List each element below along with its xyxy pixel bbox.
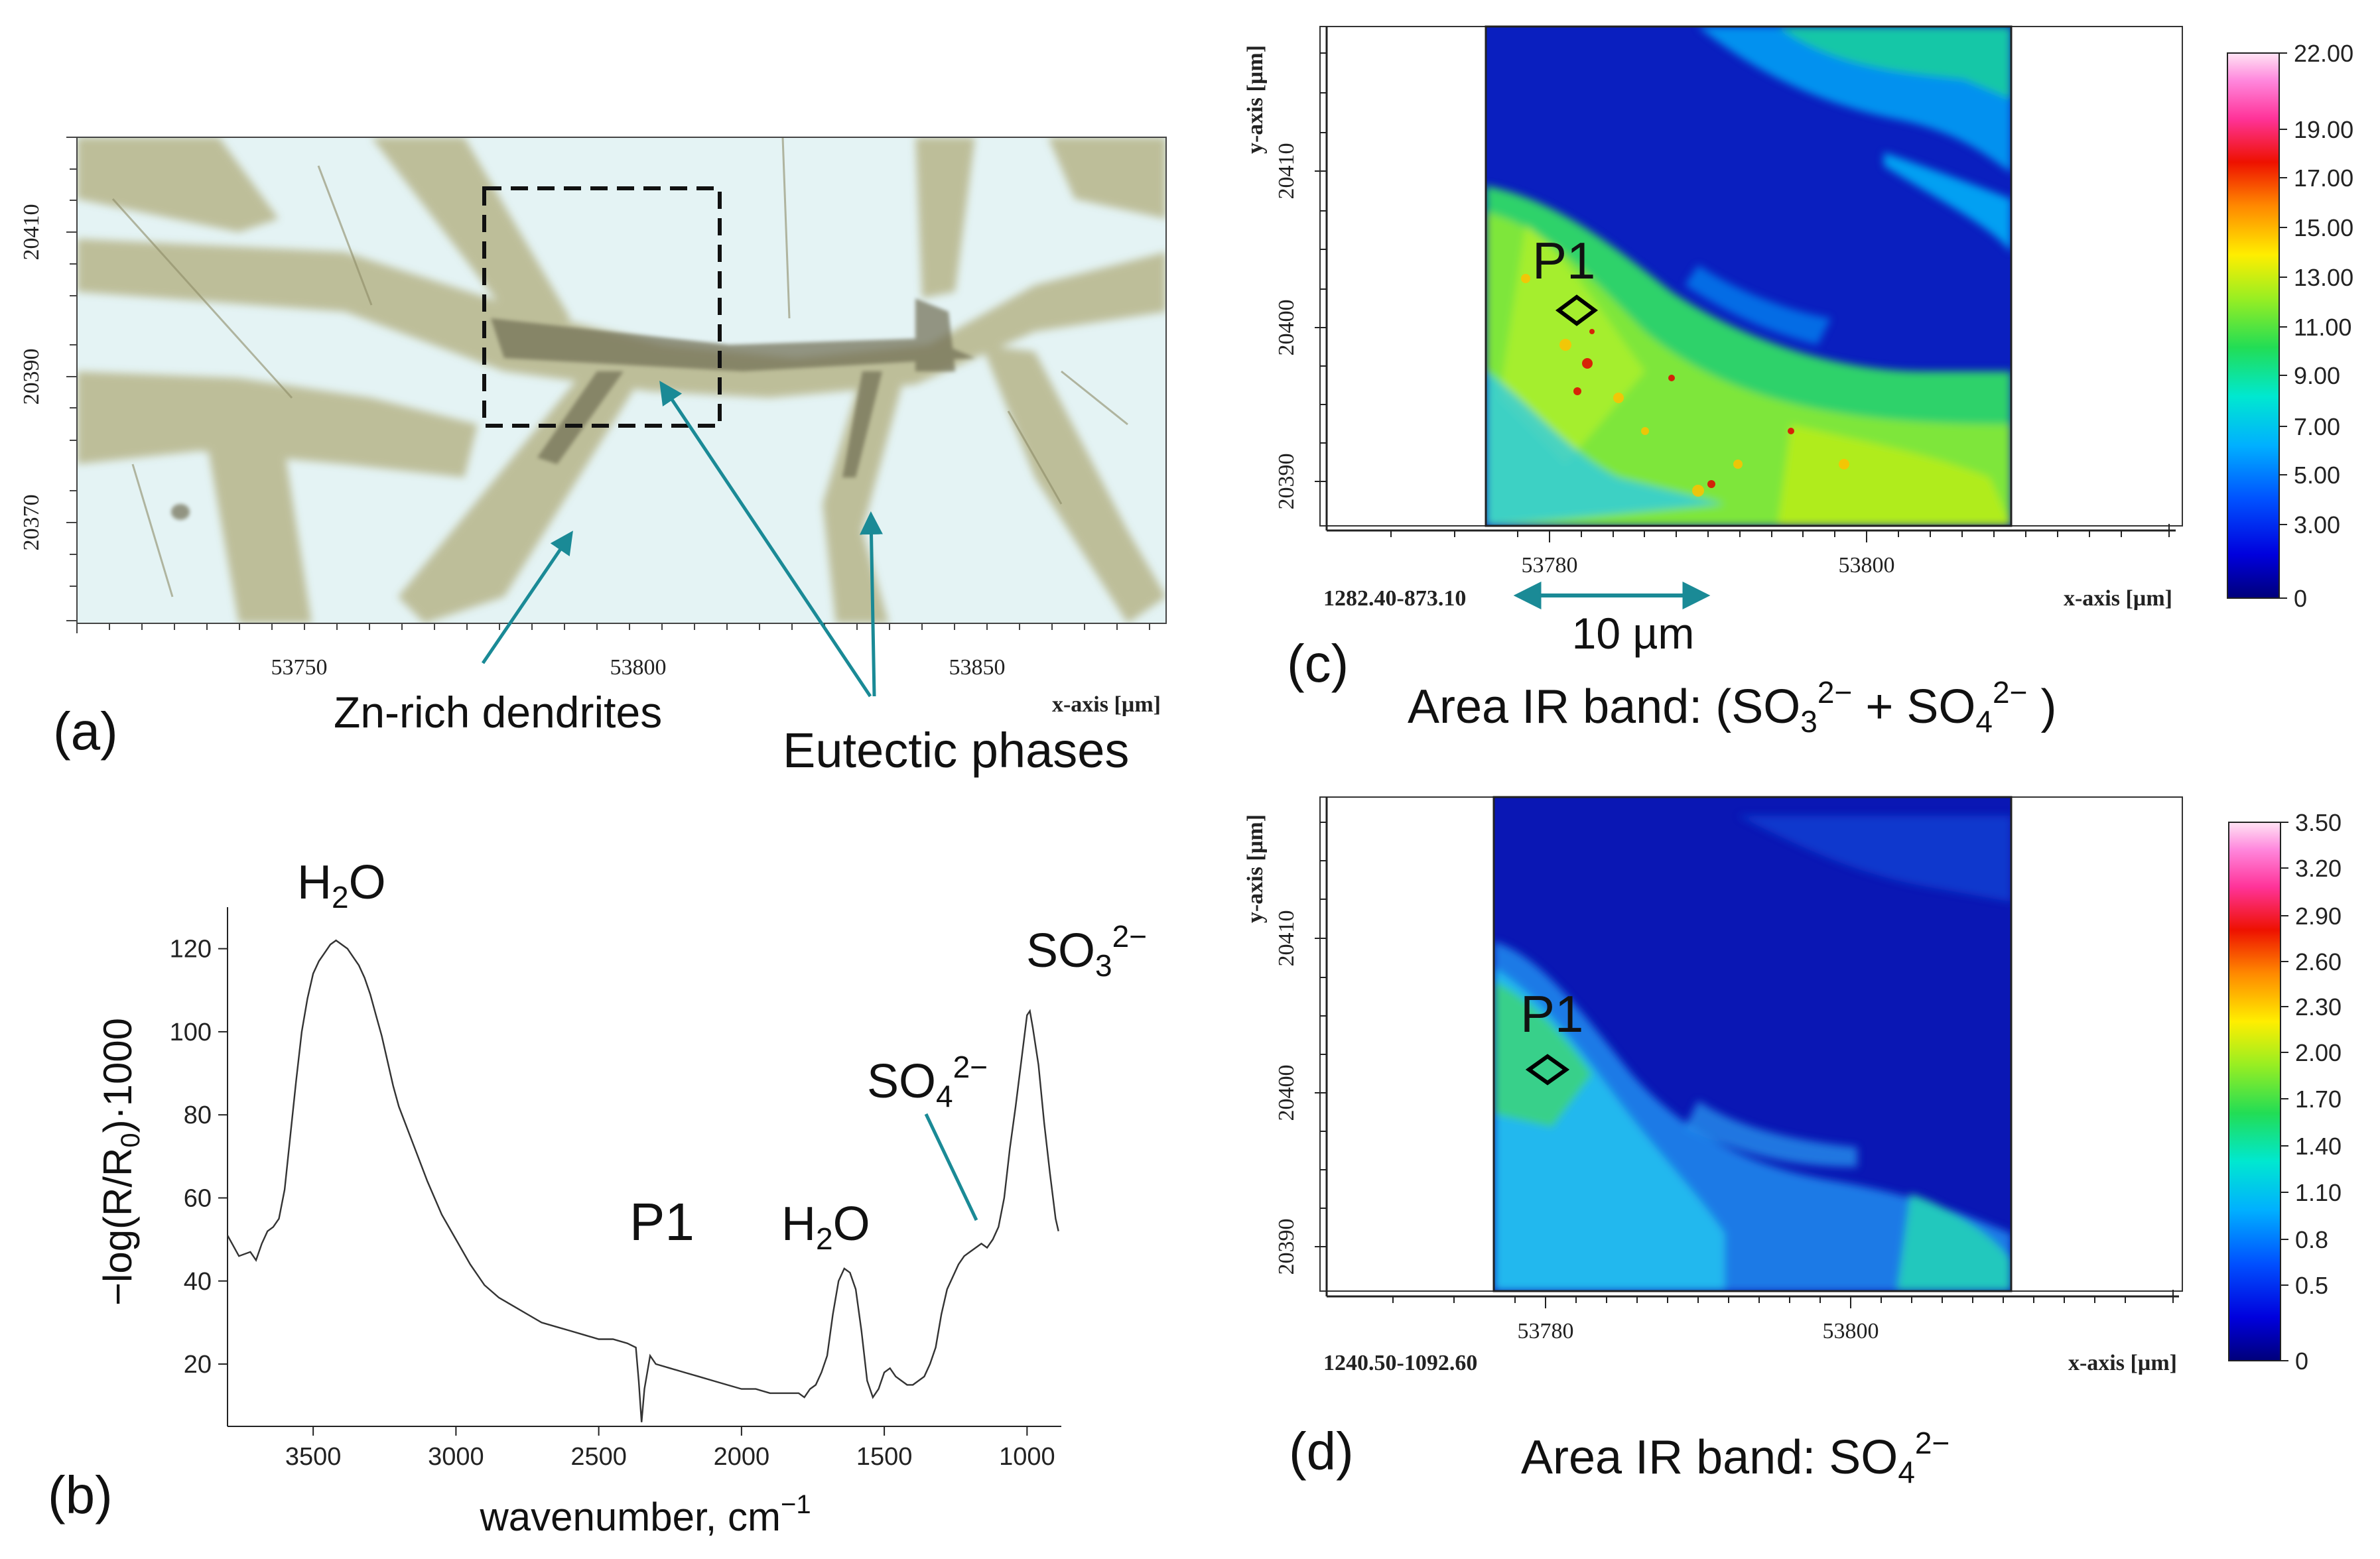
panel-c-cbar-tick-4: 13.00 — [2294, 264, 2353, 291]
panel-a-label-dendrites: Zn-rich dendrites — [334, 688, 662, 737]
y-tick-label: 80 — [184, 1101, 212, 1129]
panel-c-letter: (c) — [1287, 634, 1349, 693]
y-tick-label: 20 — [184, 1351, 212, 1379]
panel-c-cbar-tick-0: 22.00 — [2294, 40, 2353, 67]
panel-d-ytick-2: 20400 — [1274, 1065, 1299, 1121]
y-tick-label: 100 — [170, 1019, 212, 1046]
panel-a-ytick-2: 20390 — [19, 349, 44, 405]
x-tick-label: 2500 — [570, 1443, 627, 1471]
y-tick-label: 60 — [184, 1184, 212, 1212]
panel-d-cbar-tick-3: 2.60 — [2295, 948, 2342, 975]
micrograph-image — [77, 137, 1166, 623]
x-tick-label: 1500 — [856, 1443, 913, 1471]
panel-b-ticks: 3500 3000 2500 2000 1500 1000 20 40 60 80 100 120 — [170, 936, 1055, 1471]
panel-c-xtick-1: 53780 — [1522, 553, 1578, 578]
panel-a-ytick-1: 20410 — [19, 204, 44, 261]
panel-a-minor-ticks — [66, 137, 1150, 633]
panel-a-xtick-2: 53800 — [610, 655, 667, 680]
x-tick-label: 2000 — [714, 1443, 770, 1471]
so4-pointer-line — [924, 1113, 978, 1221]
panel-d-cbar-tick-2: 2.90 — [2295, 903, 2342, 930]
panel-a-arrow-eutectic-2 — [860, 511, 884, 697]
panel-d-cbar-tick-11: 0 — [2295, 1347, 2308, 1375]
panel-a-x-axis-title: x-axis [µm] — [1052, 692, 1161, 717]
panel-d-caption: Area IR band: SO42− — [1521, 1426, 1950, 1489]
panel-b-xlabel: wavenumber, cm−1 — [479, 1490, 811, 1539]
panel-d-cbar-tick-4: 2.30 — [2295, 993, 2342, 1021]
panel-c-ytick-2: 20400 — [1274, 300, 1299, 356]
panel-c-cbar-tick-7: 7.00 — [2294, 413, 2340, 440]
label-so3: SO32− — [1026, 919, 1147, 983]
panel-d-colorbar — [2228, 822, 2281, 1361]
panel-d-cbar-tick-6: 1.70 — [2295, 1086, 2342, 1113]
panel-d-range: 1240.50-1092.60 — [1323, 1351, 1477, 1375]
panel-c-cbar-tick-2: 17.00 — [2294, 164, 2353, 192]
panel-c-xtick-2: 53800 — [1839, 553, 1895, 578]
panel-c-cbar-tick-9: 3.00 — [2294, 511, 2340, 538]
panel-d-y-axis-title: y-axis [µm] — [1243, 814, 1268, 923]
panel-d-cbar-tick-10: 0.5 — [2295, 1272, 2328, 1299]
panel-d-ytick-1: 20410 — [1274, 910, 1299, 967]
panel-b-ylabel: −log(R/R0)·1000 — [96, 1018, 145, 1306]
panel-a: 53750 53800 53850 20410 20390 20370 x-ax… — [19, 137, 1167, 778]
panel-c-colorbar — [2227, 52, 2280, 599]
panel-d-ytick-3: 20390 — [1274, 1219, 1299, 1275]
panel-a-ytick-3: 20370 — [19, 495, 44, 551]
panel-b-letter: (b) — [48, 1465, 113, 1525]
panel-d-cbar-tick-9: 0.8 — [2295, 1226, 2328, 1253]
panel-d-letter: (d) — [1289, 1422, 1354, 1481]
panel-c-p1-marker — [1555, 294, 1599, 326]
x-tick-label: 3500 — [285, 1443, 342, 1471]
panel-c-x-axis-title: x-axis [µm] — [2064, 586, 2172, 611]
panel-c-cbar-tick-1: 19.00 — [2294, 116, 2353, 143]
y-tick-label: 120 — [170, 936, 212, 964]
panel-c-ytick-3: 20390 — [1274, 454, 1299, 510]
panel-c-p1-label: P1 — [1532, 231, 1595, 290]
panel-c-cbar-tick-8: 5.00 — [2294, 462, 2340, 489]
panel-c-cbar-tick-6: 9.00 — [2294, 362, 2340, 389]
panel-a-arrow-eutectic-1 — [659, 381, 872, 698]
x-tick-label: 3000 — [428, 1443, 484, 1471]
spectrum-line — [226, 939, 1059, 1422]
panel-d-cbar-tick-0: 3.50 — [2295, 809, 2342, 836]
panel-a-xtick-3: 53850 — [949, 655, 1006, 680]
panel-d-cbar-tick-5: 2.00 — [2295, 1039, 2342, 1066]
panel-d-p1-label: P1 — [1520, 985, 1583, 1043]
panel-c-caption: Area IR band: (SO32− + SO42− ) — [1408, 675, 2056, 739]
panel-a-arrow-dendrites — [481, 530, 573, 664]
panel-d-xtick-1: 53780 — [1518, 1319, 1574, 1343]
panel-c-cbar-tick-3: 15.00 — [2294, 214, 2353, 241]
panel-c-ytick-1: 20410 — [1274, 143, 1299, 200]
panel-c: P1 53780 53800 20410 20400 20390 y-axis … — [1243, 25, 2353, 739]
panel-b: 3500 3000 2500 2000 1500 1000 20 40 60 80 100 120 H… — [48, 856, 1147, 1539]
panel-a-letter: (a) — [53, 702, 118, 761]
panel-d-cbar-tick-8: 1.10 — [2295, 1179, 2342, 1206]
ir-map-d — [1494, 797, 2011, 1291]
panel-c-range: 1282.40-873.10 — [1323, 586, 1466, 611]
ir-map-c — [1486, 27, 2011, 526]
panel-c-y-axis-title: y-axis [µm] — [1243, 45, 1268, 154]
panel-d-p1-marker — [1525, 1054, 1570, 1086]
panel-c-cbar-tick-10: 0 — [2294, 585, 2307, 612]
panel-a-xtick-1: 53750 — [271, 655, 328, 680]
label-so4: SO42− — [867, 1050, 988, 1113]
panel-b-p1-label: P1 — [629, 1192, 694, 1251]
panel-a-label-eutectic: Eutectic phases — [783, 723, 1129, 778]
panel-c-scalebar-label: 10 µm — [1572, 609, 1695, 658]
panel-d-cbar-tick-1: 3.20 — [2295, 855, 2342, 882]
y-tick-label: 40 — [184, 1268, 212, 1296]
panel-d-x-axis-title: x-axis [µm] — [2068, 1351, 2177, 1375]
panel-d: P1 53780 53800 20410 20400 20390 y-axis … — [1243, 796, 2342, 1489]
label-h2o-main: H2O — [297, 856, 386, 914]
panel-d-xtick-2: 53800 — [1823, 1319, 1879, 1343]
panel-c-cbar-tick-5: 11.00 — [2294, 314, 2351, 341]
x-tick-label: 1000 — [999, 1443, 1055, 1471]
label-h2o-bend: H2O — [781, 1198, 870, 1256]
panel-d-cbar-tick-7: 1.40 — [2295, 1133, 2342, 1160]
panel-a-region-box — [482, 186, 722, 428]
